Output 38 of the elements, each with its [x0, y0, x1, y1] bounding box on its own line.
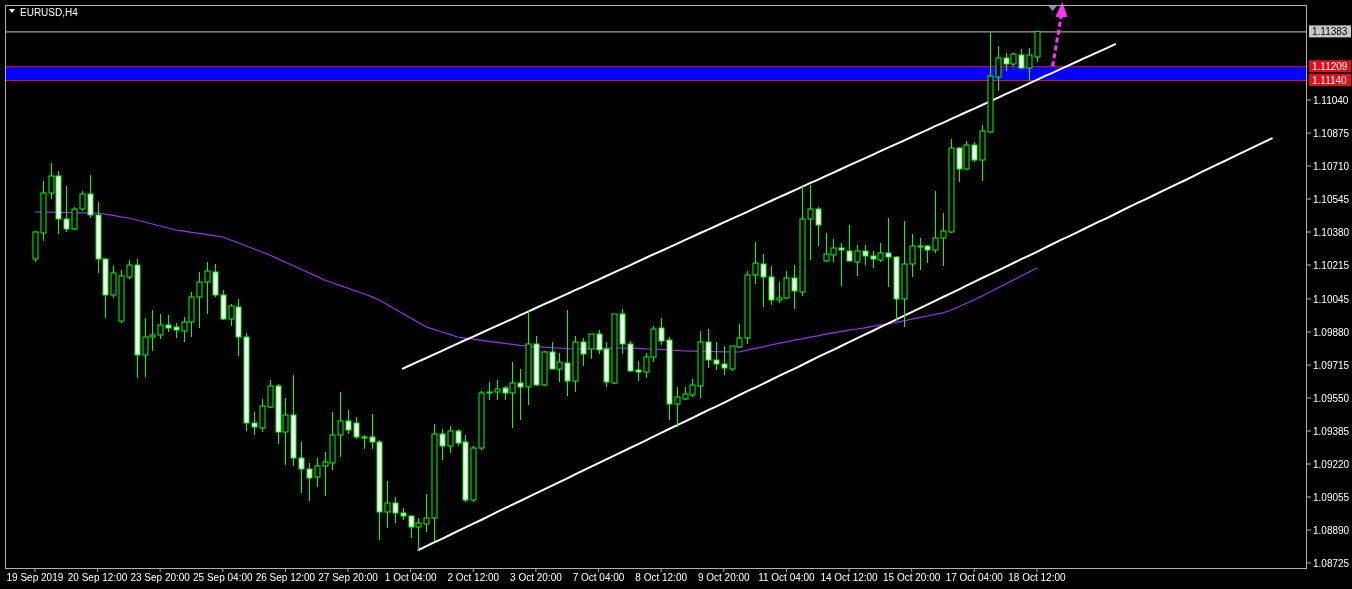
y-tick-label: 1.09385 [1313, 425, 1350, 437]
x-tick-label: 3 Oct 20:00 [510, 572, 563, 583]
x-tick-label: 18 Oct 12:00 [1008, 572, 1066, 583]
ref-line-label: 1.11383 [1312, 25, 1348, 37]
y-tick-label: 1.09550 [1313, 392, 1350, 404]
y-tick-label: 1.10545 [1313, 193, 1350, 205]
x-tick-label: 8 Oct 12:00 [635, 572, 688, 583]
y-tick-label: 1.09055 [1313, 491, 1350, 503]
x-tick-label: 19 Sep 2019 [6, 572, 64, 583]
x-tick-label: 17 Oct 04:00 [945, 572, 1004, 583]
x-tick-label: 1 Oct 04:00 [384, 572, 437, 583]
y-tick-label: 1.10710 [1313, 160, 1350, 172]
x-tick-label: 9 Oct 20:00 [697, 572, 751, 583]
ref-line-label: 1.11140 [1312, 74, 1348, 86]
y-tick-label: 1.11040 [1313, 94, 1349, 106]
x-tick-label: 25 Sep 04:00 [193, 572, 253, 583]
chart-title: EURUSD,H4 [20, 7, 79, 18]
y-tick-label: 1.10380 [1313, 226, 1350, 238]
x-tick-label: 26 Sep 12:00 [255, 572, 316, 583]
line-series [417, 137, 1273, 551]
x-tick-label: 27 Sep 20:00 [318, 572, 379, 583]
line-series [401, 43, 1117, 370]
y-tick-label: 1.09220 [1313, 458, 1350, 470]
y-tick-label: 1.08725 [1313, 557, 1350, 569]
x-tick-label: 15 Oct 20:00 [883, 572, 941, 583]
y-tick-label: 1.10045 [1313, 293, 1350, 305]
x-tick-label: 23 Sep 20:00 [130, 572, 191, 583]
x-tick-label: 20 Sep 12:00 [67, 572, 128, 583]
y-tick-label: 1.09715 [1313, 359, 1350, 371]
y-tick-label: 1.10215 [1313, 259, 1350, 271]
x-tick-label: 11 Oct 04:00 [758, 572, 816, 583]
ref-line-label: 1.11209 [1312, 60, 1348, 72]
y-tick-label: 1.08890 [1313, 524, 1350, 536]
x-tick-label: 7 Oct 04:00 [572, 572, 625, 583]
y-tick-label: 1.10875 [1313, 127, 1350, 139]
x-tick-label: 14 Oct 12:00 [820, 572, 879, 583]
y-tick-label: 1.09880 [1313, 326, 1350, 338]
x-tick-label: 2 Oct 12:00 [447, 572, 500, 583]
